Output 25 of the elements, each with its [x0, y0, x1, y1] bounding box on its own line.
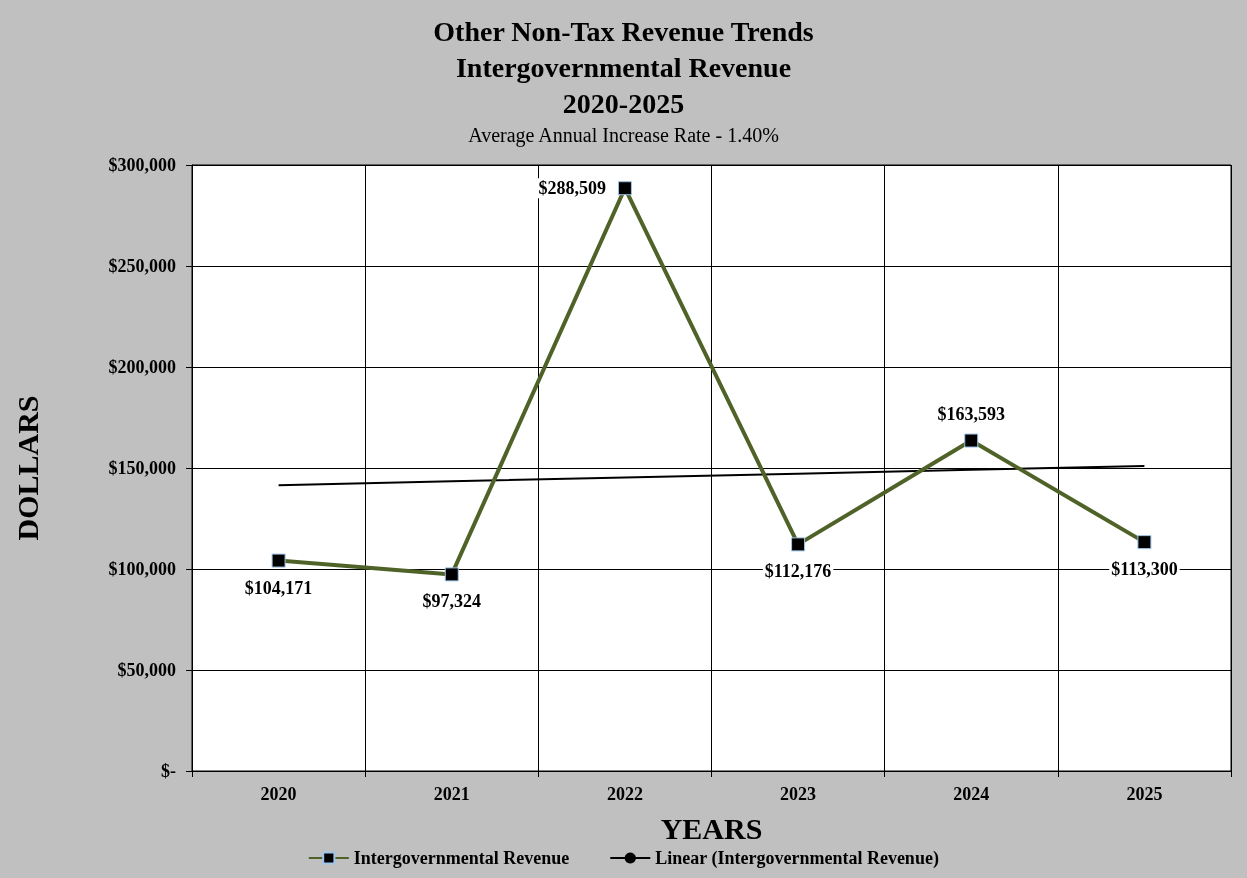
x-tick-label: 2023: [780, 784, 817, 804]
data-label: $97,324: [422, 591, 481, 612]
y-tick-label: $100,000: [108, 559, 176, 579]
chart-title: Other Non-Tax Revenue Trends Intergovernmental Revenue 2020-2025: [433, 15, 814, 119]
y-axis-title: DOLLARS: [10, 395, 44, 541]
y-tick-label: $150,000: [108, 458, 176, 478]
y-tick-label: $250,000: [108, 256, 176, 276]
y-tick-label: $200,000: [108, 357, 176, 377]
x-tick-label: 2021: [433, 784, 470, 804]
y-tick-label: $50,000: [117, 660, 176, 680]
data-label: $112,176: [764, 561, 832, 582]
x-tick-label: 2020: [260, 784, 297, 804]
legend-label: Intergovernmental Revenue: [353, 848, 570, 868]
legend-label: Linear (Intergovernmental Revenue): [655, 848, 939, 869]
x-tick-label: 2025: [1126, 784, 1163, 804]
data-label: $163,593: [937, 403, 1005, 424]
data-label: $113,300: [1111, 559, 1178, 580]
x-tick-label: 2024: [953, 784, 990, 804]
chart-subtitle: Average Annual Increase Rate - 1.40%: [468, 124, 779, 147]
data-label: $104,171: [244, 577, 313, 598]
x-axis-title: YEARS: [660, 811, 763, 845]
data-label: $288,509: [538, 178, 606, 199]
y-tick-label: $300,000: [108, 155, 176, 175]
y-tick-label: $-: [161, 761, 176, 781]
x-tick-label: 2022: [606, 784, 643, 804]
